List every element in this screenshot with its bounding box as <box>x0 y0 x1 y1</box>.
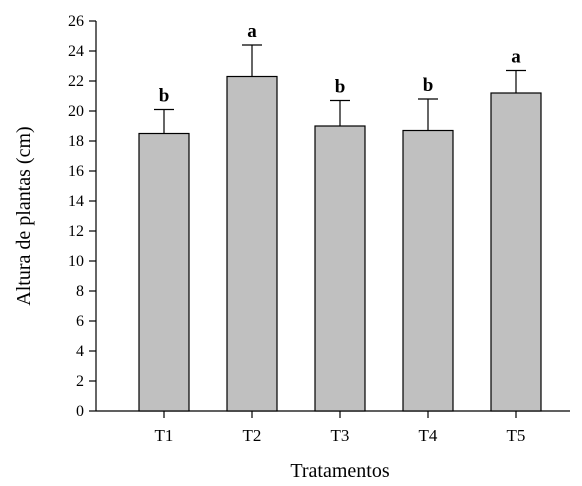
bar-series: b a b b a <box>138 21 542 412</box>
bar <box>314 125 366 412</box>
significance-letter: b <box>335 77 346 98</box>
y-tick-label: 10 <box>68 253 84 270</box>
x-tick-label: T3 <box>331 426 350 445</box>
bar <box>226 75 278 412</box>
y-tick-label: 12 <box>68 223 84 240</box>
bar <box>490 92 542 412</box>
y-tick-label: 6 <box>76 313 84 330</box>
y-tick-label: 18 <box>68 133 84 150</box>
x-tick-label: T1 <box>155 426 174 445</box>
x-tick-label: T4 <box>419 426 438 445</box>
y-tick-label: 4 <box>76 343 84 360</box>
y-tick-label: 22 <box>68 73 84 90</box>
significance-letter: b <box>423 75 434 96</box>
significance-letter: a <box>511 47 521 68</box>
y-tick-label: 16 <box>68 163 84 180</box>
y-tick-label: 20 <box>68 103 84 120</box>
y-tick-label: 0 <box>76 403 84 420</box>
bar <box>402 129 454 412</box>
y-axis-title: Altura de plantas (cm) <box>13 126 35 305</box>
x-axis: T1 T2 T3 T4 T5 <box>96 410 570 445</box>
y-tick-label: 14 <box>68 193 84 210</box>
significance-letter: a <box>247 21 257 42</box>
bar <box>138 132 190 412</box>
x-tick-label: T5 <box>507 426 526 445</box>
y-tick-label: 26 <box>68 13 84 30</box>
y-tick-label: 2 <box>76 373 84 390</box>
y-tick-label: 24 <box>68 43 84 60</box>
x-tick-label: T2 <box>243 426 262 445</box>
x-axis-title: Tratamentos <box>290 460 389 482</box>
significance-letter: b <box>159 86 170 107</box>
y-tick-label: 8 <box>76 283 84 300</box>
